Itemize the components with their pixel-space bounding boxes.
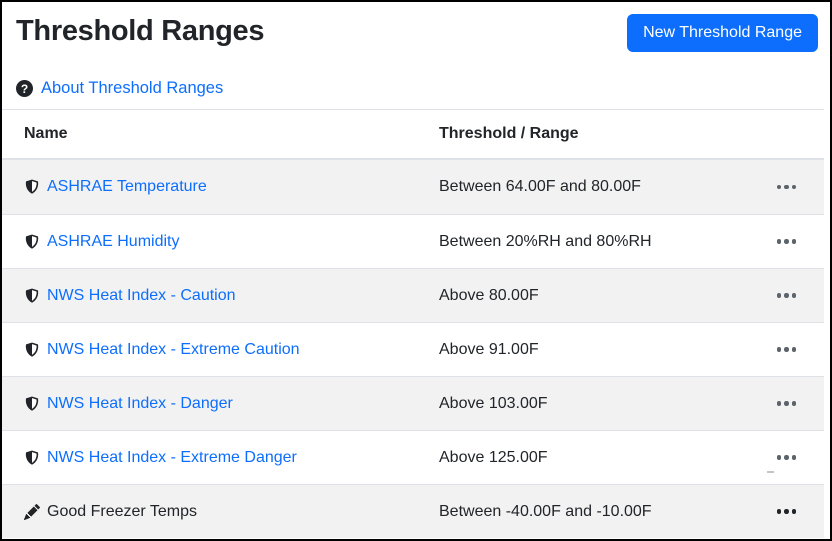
name-cell: ASHRAE Humidity [2,233,439,251]
about-row: ? About Threshold Ranges [2,79,830,98]
threshold-name-link[interactable]: NWS Heat Index - Extreme Danger [47,448,297,466]
cursor-artifact [767,471,774,473]
actions-cell [775,397,825,410]
threshold-range-text: Above 80.00F [439,286,539,304]
about-threshold-ranges-link[interactable]: About Threshold Ranges [41,79,224,97]
table-row: ASHRAE Temperature Between 64.00F and 80… [2,160,824,214]
name-cell: NWS Heat Index - Extreme Danger [2,449,439,467]
shield-half-icon [24,342,40,358]
ellipsis-dot [784,347,789,352]
threshold-name-link[interactable]: ASHRAE Humidity [47,232,180,250]
page-header: Threshold Ranges New Threshold Range [2,2,830,52]
page-title: Threshold Ranges [16,15,265,47]
threshold-range-text: Between 64.00F and 80.00F [439,178,641,195]
shield-half-icon [24,450,40,466]
ellipsis-dot [791,347,796,352]
actions-cell [775,505,825,518]
ellipsis-dot [784,401,789,406]
ellipsis-dot [776,293,781,298]
table-row: NWS Heat Index - Extreme Caution Above 9… [2,322,824,376]
ellipsis-dot [791,509,796,514]
ellipsis-dot [776,455,781,460]
table-row: ASHRAE Humidity Between 20%RH and 80%RH [2,214,824,268]
actions-cell [775,343,825,356]
threshold-name-link[interactable]: ASHRAE Temperature [47,178,207,195]
ellipsis-dot [776,239,781,244]
table-row: NWS Heat Index - Danger Above 103.00F [2,376,824,430]
actions-cell [775,451,825,464]
ellipsis-dot [776,509,781,514]
row-actions-ellipsis-button[interactable] [775,451,799,464]
pencil-icon [24,503,40,520]
table-row: Good Freezer Temps Between -40.00F and -… [2,484,824,538]
name-cell: Good Freezer Temps [2,503,439,521]
name-cell: NWS Heat Index - Danger [2,395,439,413]
table-header-row: Name Threshold / Range [2,110,824,160]
ellipsis-dot [776,184,781,190]
ellipsis-dot [784,509,789,514]
actions-cell [775,235,825,248]
actions-cell [775,181,825,194]
threshold-name-link[interactable]: NWS Heat Index - Caution [47,286,236,304]
table-body: ASHRAE Temperature Between 64.00F and 80… [2,160,824,538]
threshold-range-text: Above 91.00F [439,340,539,358]
ellipsis-dot [791,293,796,298]
row-actions-ellipsis-button[interactable] [775,343,799,356]
table-row: NWS Heat Index - Extreme Danger Above 12… [2,430,824,484]
new-threshold-range-button[interactable]: New Threshold Range [627,14,818,52]
threshold-name-link[interactable]: NWS Heat Index - Danger [47,394,233,412]
threshold-ranges-table: Name Threshold / Range ASHRAE Temperatur… [2,109,824,538]
shield-half-icon [24,396,40,412]
threshold-range-text: Above 125.00F [439,448,548,466]
row-actions-ellipsis-button[interactable] [775,235,799,248]
ellipsis-dot [776,401,781,406]
row-actions-ellipsis-button[interactable] [775,289,799,302]
column-header-name: Name [24,125,68,142]
row-actions-ellipsis-button[interactable] [775,397,799,410]
shield-half-icon [24,179,40,195]
ellipsis-dot [791,455,796,460]
ellipsis-dot [784,184,789,190]
threshold-range-text: Between 20%RH and 80%RH [439,232,652,250]
threshold-name-link[interactable]: NWS Heat Index - Extreme Caution [47,340,300,358]
ellipsis-dot [791,239,796,244]
ellipsis-dot [784,239,789,244]
column-header-threshold: Threshold / Range [439,125,579,142]
ellipsis-dot [791,184,796,190]
ellipsis-dot [791,401,796,406]
row-actions-ellipsis-button[interactable] [775,505,799,518]
threshold-range-text: Above 103.00F [439,394,548,412]
name-cell: NWS Heat Index - Caution [2,287,439,305]
actions-cell [775,289,825,302]
shield-half-icon [24,288,40,304]
name-cell: ASHRAE Temperature [2,178,439,196]
threshold-range-text: Between -40.00F and -10.00F [439,502,652,520]
threshold-name-text: Good Freezer Temps [47,502,197,520]
question-circle-icon: ? [16,80,33,97]
ellipsis-dot [784,455,789,460]
shield-half-icon [24,234,40,250]
table-row: NWS Heat Index - Caution Above 80.00F [2,268,824,322]
row-actions-ellipsis-button[interactable] [775,181,799,194]
name-cell: NWS Heat Index - Extreme Caution [2,341,439,359]
ellipsis-dot [776,347,781,352]
ellipsis-dot [784,293,789,298]
